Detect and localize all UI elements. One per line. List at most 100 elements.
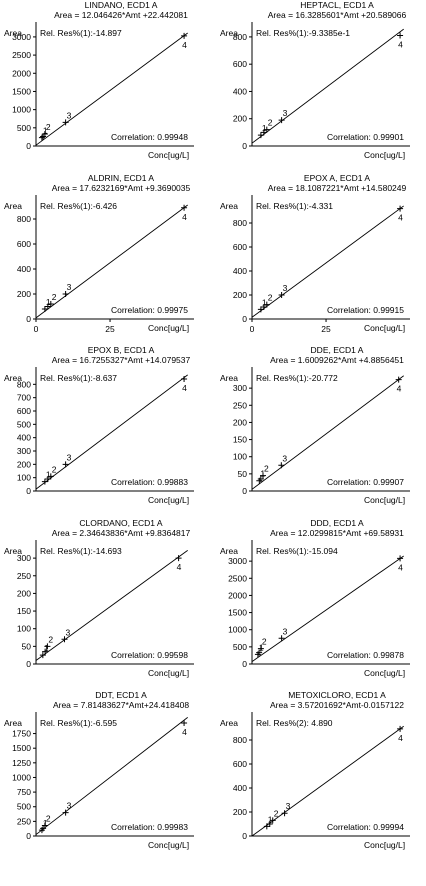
correlation-label: Correlation: 0.99907 <box>327 477 404 487</box>
y-tick-label: 800 <box>17 214 31 224</box>
y-axis-label: Area <box>4 373 22 383</box>
x-axis-label: Conc[ug/L] <box>364 840 405 850</box>
calibration-point <box>62 291 69 297</box>
correlation-label: Correlation: 0.99883 <box>111 477 188 487</box>
x-axis-label: Conc[ug/L] <box>148 323 189 333</box>
y-tick-label: 200 <box>17 289 31 299</box>
y-tick-label: 800 <box>233 735 247 745</box>
fit-line <box>251 28 404 144</box>
point-label: 2 <box>46 813 51 823</box>
y-tick-label: 0 <box>26 486 31 496</box>
correlation-label: Correlation: 0.99994 <box>327 822 404 832</box>
calibration-point <box>175 555 182 562</box>
y-tick-label: 400 <box>233 783 247 793</box>
calibration-point <box>47 473 54 480</box>
y-tick-label: 0 <box>242 314 247 324</box>
point-label: 1 <box>46 297 51 307</box>
y-tick-label: 150 <box>233 435 247 445</box>
x-axis-label: Conc[ug/L] <box>148 668 189 678</box>
calibration-point <box>44 643 51 650</box>
y-tick-label: 3000 <box>228 556 247 566</box>
point-label: 1 <box>46 470 51 480</box>
y-tick-label: 750 <box>17 787 31 797</box>
y-axis-label: Area <box>4 718 22 728</box>
calibration-point <box>62 809 69 816</box>
correlation-label: Correlation: 0.99598 <box>111 650 188 660</box>
x-tick-label: 25 <box>321 324 331 334</box>
y-tick-label: 800 <box>233 218 247 228</box>
rel-res-label: Rel. Res%(1):-4.331 <box>256 201 333 211</box>
y-tick-label: 300 <box>17 446 31 456</box>
x-axis-label: Conc[ug/L] <box>148 840 189 850</box>
y-axis-label: Area <box>220 373 238 383</box>
point-label: 3 <box>67 282 72 292</box>
y-axis-label: Area <box>220 201 238 211</box>
point-label: 2 <box>46 122 51 132</box>
point-label: 3 <box>67 452 72 462</box>
fit-line <box>35 717 188 835</box>
y-tick-label: 600 <box>17 239 31 249</box>
y-tick-label: 300 <box>233 383 247 393</box>
rel-res-label: Rel. Res%(1):-8.637 <box>40 373 117 383</box>
point-label: 2 <box>52 464 57 474</box>
x-axis-label: Conc[ug/L] <box>148 150 189 160</box>
rel-res-label: Rel. Res%(2): 4.890 <box>256 718 333 728</box>
x-axis-label: Conc[ug/L] <box>364 150 405 160</box>
y-axis-label: Area <box>220 546 238 556</box>
calibration-point <box>61 636 68 643</box>
chart-title: DDT, ECD1 A <box>95 690 147 700</box>
point-label: 2 <box>52 292 57 302</box>
y-tick-label: 400 <box>17 264 31 274</box>
calibration-point <box>181 32 188 39</box>
fit-line <box>35 550 188 661</box>
y-tick-label: 50 <box>238 469 248 479</box>
y-tick-label: 700 <box>17 393 31 403</box>
fit-line <box>35 204 188 319</box>
calibration-point <box>269 817 276 824</box>
point-label: 1 <box>43 126 48 136</box>
chart-title: ALDRIN, ECD1 A <box>88 173 154 183</box>
y-tick-label: 1000 <box>228 625 247 635</box>
chart-equation: Area = 1.6009262*Amt +4.8856451 <box>270 355 404 365</box>
point-label: 2 <box>264 464 269 474</box>
chart-title: METOXICLORO, ECD1 A <box>288 690 386 700</box>
correlation-label: Correlation: 0.99915 <box>327 305 404 315</box>
point-label: 4 <box>397 384 402 394</box>
rel-res-label: Rel. Res%(1):-14.897 <box>40 28 122 38</box>
chart-title: CLORDANO, ECD1 A <box>79 518 162 528</box>
y-tick-label: 400 <box>233 86 247 96</box>
y-tick-label: 600 <box>233 759 247 769</box>
calibration-point <box>260 304 267 310</box>
y-tick-label: 1000 <box>12 105 31 115</box>
x-tick-label: 25 <box>105 324 115 334</box>
calibration-point <box>266 821 273 827</box>
y-tick-label: 1000 <box>12 772 31 782</box>
y-tick-label: 100 <box>17 473 31 483</box>
y-tick-label: 1250 <box>12 758 31 768</box>
point-label: 2 <box>48 634 53 644</box>
y-axis-label: Area <box>4 201 22 211</box>
calibration-point <box>278 117 285 124</box>
calibration-point <box>397 725 404 732</box>
y-tick-label: 500 <box>233 642 247 652</box>
calibration-point <box>39 652 46 659</box>
y-tick-label: 600 <box>233 59 247 69</box>
y-tick-label: 0 <box>242 486 247 496</box>
calibration-point <box>62 461 69 468</box>
y-tick-label: 200 <box>233 417 247 427</box>
y-axis-label: Area <box>220 718 238 728</box>
point-label: 4 <box>182 383 187 393</box>
y-tick-label: 600 <box>17 406 31 416</box>
y-tick-label: 0 <box>242 831 247 841</box>
point-label: 3 <box>282 453 287 463</box>
rel-res-label: Rel. Res%(1):-15.094 <box>256 546 338 556</box>
point-label: 1 <box>262 123 267 133</box>
y-tick-label: 600 <box>233 242 247 252</box>
y-tick-label: 0 <box>26 659 31 669</box>
